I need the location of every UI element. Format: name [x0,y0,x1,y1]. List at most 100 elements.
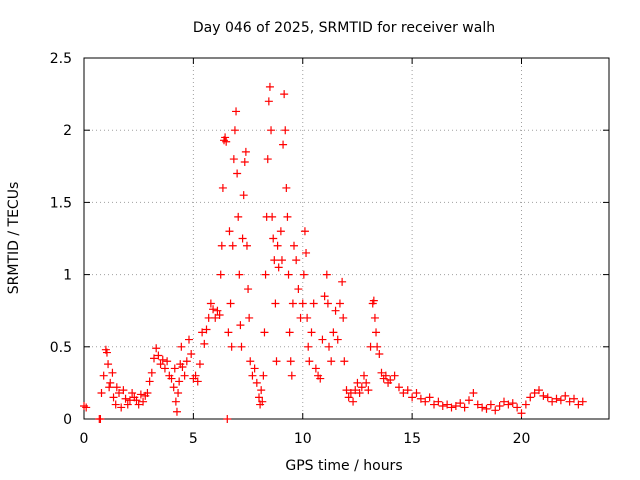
data-point [160,364,169,373]
data-point [277,256,286,265]
data-point [200,339,209,348]
data-point [349,397,358,406]
data-point [570,394,578,403]
data-point [285,328,294,337]
data-point [244,285,253,294]
data-point [369,296,378,305]
data-point [96,415,105,423]
data-point [139,397,148,406]
data-point [252,378,261,387]
data-point [152,344,161,353]
data-point [143,389,152,398]
data-point [209,305,218,314]
data-point [261,270,270,279]
data-point [217,241,226,250]
data-point [465,396,473,405]
data-point [229,155,238,164]
data-point [434,397,443,406]
data-point [303,313,312,322]
data-point [171,397,180,406]
data-point [177,342,186,351]
data-point [145,377,154,386]
data-point [469,389,478,398]
data-point [508,399,517,408]
data-point [298,299,307,308]
data-point [106,378,115,387]
data-point [539,391,548,400]
data-point [390,371,399,380]
chart-title: Day 046 of 2025, SRMTID for receiver wal… [193,20,495,36]
data-point [526,393,535,402]
data-point [104,360,113,369]
data-point [305,357,314,366]
data-point [242,241,251,250]
data-point [221,133,230,142]
data-point [325,342,333,351]
data-point [364,386,373,395]
y-tick-label: 1.5 [50,195,72,211]
data-point [327,357,336,366]
data-point [259,371,268,380]
data-point [102,348,111,357]
data-point [258,397,267,406]
data-point [323,299,332,308]
data-point [230,126,239,135]
data-point [360,371,368,380]
data-point [500,397,508,406]
data-point [290,241,298,250]
data-point [451,402,460,411]
data-point [215,311,224,320]
data-point [292,256,301,265]
data-point [460,403,469,412]
data-point [344,393,353,402]
data-point [226,299,235,308]
data-point [362,378,371,387]
data-point [117,403,126,412]
data-point [548,397,557,406]
data-point [491,406,500,415]
data-point [443,400,452,409]
data-point [425,393,434,402]
data-point [331,306,340,315]
grid [84,58,609,419]
data-point [357,383,366,392]
data-point [206,299,215,308]
data-point [333,335,342,344]
x-tick-label: 0 [80,431,89,447]
data-point [280,90,289,99]
data-point [115,389,123,398]
data-point [271,299,280,308]
data-point [316,374,325,383]
data-point [276,227,285,236]
data-point [309,299,318,308]
data-point [486,400,495,409]
data-point [370,313,379,322]
data-point [320,292,329,301]
data-point [294,285,303,294]
data-point [97,389,106,398]
data-point [136,390,145,399]
data-point [175,377,184,386]
data-point [233,169,242,178]
data-point [335,299,344,308]
data-point [223,415,232,423]
data-point [99,371,108,380]
data-point [218,183,227,192]
data-point [339,313,348,322]
data-point [355,389,364,398]
data-point [187,350,196,359]
data-point [504,400,513,409]
y-axis-title: SRMTID / TECUs [6,182,22,295]
data-point [513,403,522,412]
data-point [447,403,456,412]
data-point [307,328,316,337]
data-point [163,357,172,366]
data-point [574,400,583,409]
data-point [279,140,288,149]
x-axis-title: GPS time / hours [285,458,402,474]
data-point [372,328,381,337]
data-point [213,306,222,315]
data-point [282,183,291,192]
data-point [412,389,421,398]
data-point [267,126,276,135]
